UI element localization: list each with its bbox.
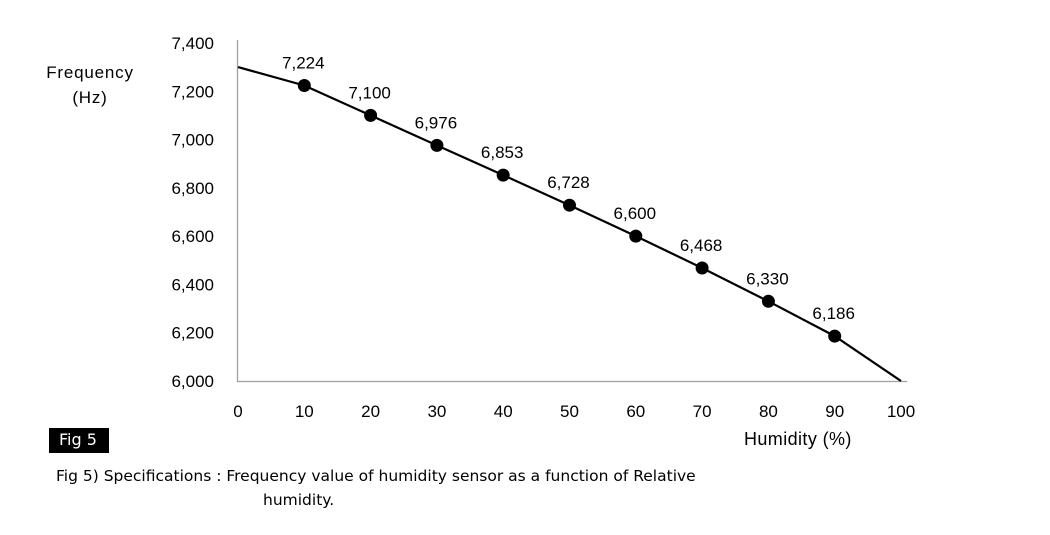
data-point-label: 6,728 [547,173,590,192]
data-point [828,329,842,343]
x-tick-label: 90 [825,402,844,421]
y-axis-title-text: Frequency [46,63,134,82]
y-tick-label: 6,600 [171,227,214,246]
y-tick-label: 7,000 [171,131,214,150]
caption-line2: humidity. [263,491,335,509]
x-tick-label: 20 [361,402,380,421]
y-tick-label: 7,400 [171,34,214,53]
series-line [237,66,902,382]
data-point [563,198,576,212]
figure-badge: Fig 5 [49,428,109,453]
data-point [629,229,643,243]
y-tick-label: 6,800 [171,179,214,198]
y-tick-label: 6,400 [171,275,214,294]
x-axis-title: Humidity (%) [744,429,852,449]
x-tick-label: 70 [693,402,712,421]
x-tick-label: 40 [494,402,513,421]
data-point-label: 6,468 [680,236,723,255]
data-point [364,108,378,122]
x-tick-label: 10 [295,402,314,421]
data-point-label: 6,600 [614,204,657,223]
data-point-label: 6,186 [812,304,855,323]
data-point [761,294,775,308]
y-tick-label: 6,000 [171,372,214,391]
data-point-label: 6,976 [415,113,458,132]
x-tick-label: 50 [560,402,579,421]
data-point [430,138,444,152]
x-tick-label: 60 [626,402,645,421]
caption-line1: Fig 5) Specifications : Frequency value … [56,467,696,485]
y-tick-label: 7,200 [171,82,214,101]
x-tick-label: 30 [427,402,446,421]
data-point-label: 7,100 [348,83,391,102]
data-point-label: 6,853 [481,143,524,162]
y-axis-title: Frequency (Hz) [36,60,144,110]
chart-svg: 7,400 7,200 7,000 6,800 6,600 6,400 6,200 6,000… [171,34,915,421]
x-tick-label: 0 [233,402,242,421]
data-point-label: 7,224 [282,54,325,73]
y-axis-title-units: (Hz) [72,88,108,107]
y-tick-label: 6,200 [171,324,214,343]
x-tick-label: 100 [887,402,915,421]
data-point [297,79,311,92]
x-tick-label: 80 [759,402,778,421]
data-point-label: 6,330 [746,269,789,288]
data-point [496,168,510,182]
data-point [695,261,709,275]
